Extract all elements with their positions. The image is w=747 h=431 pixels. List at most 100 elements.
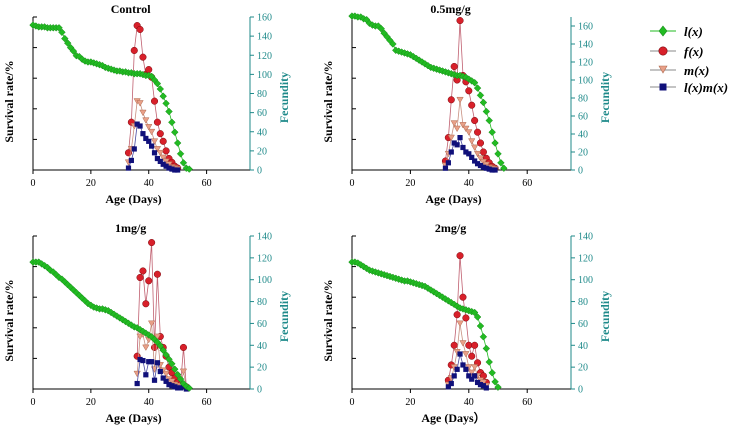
panel-3-point-lx xyxy=(162,351,170,359)
panel-4-point-lxmx xyxy=(457,351,463,357)
panel-2-point-mx xyxy=(468,138,476,145)
panel-2-point-mx xyxy=(447,134,455,142)
panel-1-right-tick-label: 0 xyxy=(257,166,262,177)
panel-4-x-tick-label: 40 xyxy=(464,397,474,408)
panel-4-point-mx xyxy=(471,364,479,371)
legend-label-fx: f(x) xyxy=(684,44,704,59)
panel-4-point-lxmx xyxy=(448,380,454,387)
panel-1-point-mx xyxy=(136,100,144,107)
panel-2-point-lxmx xyxy=(460,144,466,151)
legend-item-lx: l(x) xyxy=(650,24,703,39)
panel-3-point-mx xyxy=(142,344,150,351)
panel-1-x-tick-label: 20 xyxy=(86,178,96,189)
panel-4-point-lx xyxy=(470,308,479,317)
panel-2-point-lx xyxy=(485,116,493,125)
panel-1-point-lx xyxy=(153,79,162,88)
panel-2-point-lx xyxy=(476,91,485,100)
panel-3-series-lx xyxy=(29,258,193,392)
panel-1-point-mx xyxy=(156,149,164,157)
panel-3-point-mx xyxy=(153,333,162,341)
panel-2-point-fx xyxy=(468,101,476,109)
panel-1-point-fx xyxy=(130,46,138,55)
panel-4-right-tick-label: 20 xyxy=(578,363,588,374)
panel-3-point-lxmx xyxy=(143,372,149,378)
panel-3-point-fx xyxy=(153,270,161,278)
panel-2-point-mx xyxy=(476,155,485,162)
panel-2-right-tick-label: 120 xyxy=(578,58,593,69)
panel-1: 0 20 40 60 0 20 40 60 80 100 120 140 160 Control Age (… xyxy=(2,2,291,206)
panel-4-point-lxmx xyxy=(474,379,481,386)
panel-2-point-lx xyxy=(500,164,508,172)
panel-2-point-mx xyxy=(453,125,461,133)
panel-4-point-lx xyxy=(488,369,496,377)
panel-4-point-fx xyxy=(450,341,458,349)
panel-2-right-tick-label: 80 xyxy=(578,94,588,105)
panel-2-point-lxmx xyxy=(477,162,484,169)
panel-2-series-lxmx xyxy=(442,135,498,173)
panel-4-point-lxmx xyxy=(460,362,466,368)
panel-4-point-lx xyxy=(476,322,485,330)
panel-4-point-lx xyxy=(473,313,482,321)
panel-1-x-tick-label: 40 xyxy=(144,178,154,189)
panel-4-point-fx xyxy=(462,314,470,322)
panel-1-point-lx xyxy=(156,85,165,93)
panel-2-series-lx xyxy=(348,12,508,172)
panel-1-point-lxmx xyxy=(151,150,158,156)
panel-1-point-lxmx xyxy=(140,131,146,137)
panel-2-series-fx xyxy=(441,17,499,172)
panel-1-right-tick-label: 140 xyxy=(257,32,272,43)
panel-4-point-lx xyxy=(494,383,502,391)
panel-4-point-lx xyxy=(482,344,491,353)
panel-1-point-mx xyxy=(142,117,150,124)
panel-2-point-fx xyxy=(465,87,473,95)
panel-4-point-fx xyxy=(456,252,464,260)
panel-1-x-tick-label: 60 xyxy=(202,178,212,189)
panel-4-point-lx xyxy=(491,378,499,386)
panel-2-point-mx xyxy=(456,96,464,104)
panel-1-point-lxmx xyxy=(172,167,178,173)
panel-4-point-mx xyxy=(456,320,464,327)
panel-3-point-fx xyxy=(179,343,188,352)
panel-2-point-lx xyxy=(470,78,479,87)
panel-4-point-fx xyxy=(471,341,479,349)
panel-2-point-fx xyxy=(450,62,458,71)
panel-2-point-lxmx xyxy=(442,165,449,171)
panel-3-right-tick-label: 20 xyxy=(257,363,267,374)
panel-4-point-lxmx xyxy=(480,383,486,389)
panel-4-point-mx xyxy=(468,369,476,377)
panel-3-point-lxmx xyxy=(157,368,163,375)
panel-4-line-lx xyxy=(352,261,499,388)
panel-1-point-lx xyxy=(179,159,188,167)
panel-1-point-fx xyxy=(150,97,159,105)
panel-4-point-lxmx xyxy=(477,382,484,388)
panel-4-point-lxmx xyxy=(469,376,475,382)
panel-1-point-mx xyxy=(139,109,147,117)
panel-1-point-lx xyxy=(61,34,69,43)
legend-item-lxmx: l(x)m(x) xyxy=(650,80,728,95)
panel-3-y-axis-label-left: Survival rate/% xyxy=(2,279,16,361)
panel-1-point-lxmx xyxy=(128,157,134,164)
panel-3-point-lxmx xyxy=(149,359,155,365)
panel-3-point-mx xyxy=(162,370,170,378)
panel-3-x-tick-label: 60 xyxy=(202,397,212,408)
panel-3-point-lxmx xyxy=(166,382,172,388)
panel-4-y-axis-label-left: Survival rate/% xyxy=(321,279,335,361)
panel-2-point-lx xyxy=(473,84,482,92)
panel-3-x-tick-label: 0 xyxy=(31,397,36,408)
panel-2-x-tick-label: 0 xyxy=(350,178,355,189)
panel-4-point-lx xyxy=(485,358,493,366)
panel-2-point-lxmx xyxy=(469,154,475,160)
panel-1-point-lxmx xyxy=(157,158,163,164)
panel-3-title: 1mg/g xyxy=(115,221,146,235)
panel-1-point-lxmx xyxy=(143,135,149,142)
panel-4-x-tick-label: 60 xyxy=(522,397,532,408)
panel-2-point-lx xyxy=(479,98,488,107)
panel-3-right-tick-label: 100 xyxy=(257,275,272,286)
panel-4-point-fx xyxy=(468,352,476,360)
panel-3-right-tick-label: 0 xyxy=(257,385,262,396)
panel-2-point-lx xyxy=(491,139,499,147)
panel-4-point-fx xyxy=(459,293,467,301)
panel-3-point-fx xyxy=(145,277,153,285)
panel-1-right-tick-label: 20 xyxy=(257,146,267,157)
panel-4-point-mx xyxy=(462,351,470,358)
